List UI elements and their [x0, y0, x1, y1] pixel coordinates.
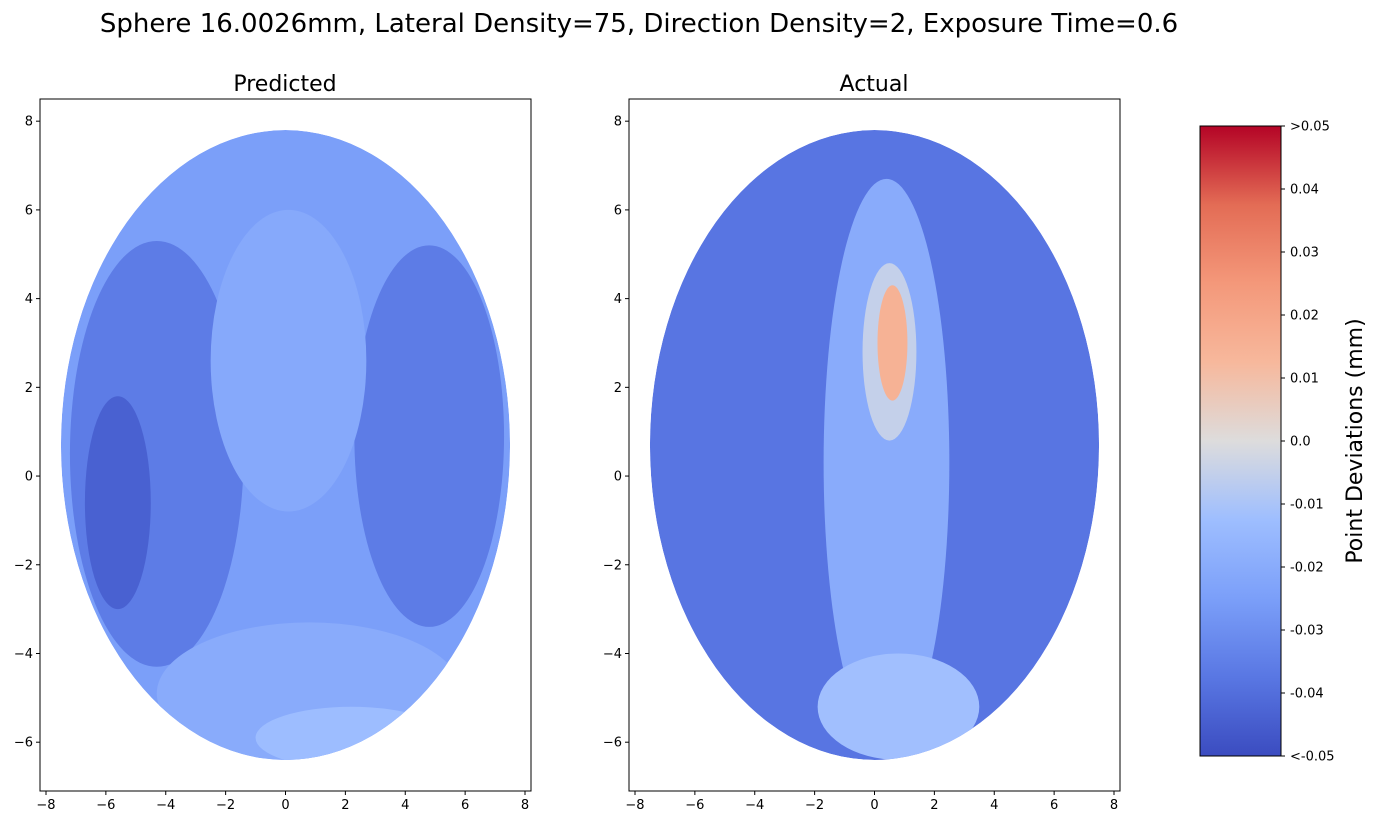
- predicted-x-ticks: −8 −6 −4 −2 0 2 4 6 8: [36, 791, 529, 813]
- actual-point-cloud: [649, 130, 1100, 760]
- predicted-y-tick-label: 8: [25, 115, 33, 130]
- colorbar-tick-label: 0.03: [1290, 246, 1319, 261]
- actual-y-tick-label: −2: [603, 558, 622, 573]
- colorbar-tick-label: >0.05: [1290, 120, 1330, 135]
- predicted-y-ticks: −6 −4 −2 0 2 4 6 8: [14, 115, 40, 751]
- predicted-panel: Predicted −8 −6 −4 −2 0 2 4 6 8 −6 −4 −2 0 2 4 6 8: [14, 72, 532, 813]
- actual-x-tick-label: 8: [1110, 798, 1118, 813]
- colorbar: >0.05 0.04 0.03 0.02 0.01 0.0 -0.01 -0.02 -0.03 -…: [1199, 120, 1368, 765]
- actual-y-ticks: −6 −4 −2 0 2 4 6 8: [603, 115, 629, 751]
- actual-x-tick-label: −2: [805, 798, 824, 813]
- colorbar-tick-label: 0.01: [1290, 372, 1319, 387]
- actual-axes-frame: [628, 98, 1121, 792]
- actual-x-tick-label: 2: [930, 798, 938, 813]
- actual-y-tick-label: 6: [614, 203, 622, 218]
- predicted-y-tick-label: −4: [14, 647, 33, 662]
- actual-x-ticks: −8 −6 −4 −2 0 2 4 6 8: [625, 791, 1118, 813]
- predicted-y-tick-label: 0: [25, 470, 33, 485]
- actual-y-tick-label: 0: [614, 470, 622, 485]
- predicted-x-tick-label: 2: [341, 798, 349, 813]
- predicted-y-tick-label: 4: [25, 292, 33, 307]
- actual-x-tick-label: −4: [745, 798, 764, 813]
- colorbar-tick-label: 0.0: [1290, 435, 1311, 450]
- colorbar-tick-label: <-0.05: [1290, 750, 1335, 765]
- predicted-x-tick-label: 0: [281, 798, 289, 813]
- colorbar-label: Point Deviations (mm): [1343, 318, 1368, 563]
- predicted-y-tick-label: 2: [25, 381, 33, 396]
- actual-y-tick-label: 4: [614, 292, 622, 307]
- colorbar-tick-label: -0.02: [1290, 561, 1324, 576]
- actual-y-tick-label: −4: [603, 647, 622, 662]
- actual-deviation-region: [877, 285, 908, 401]
- actual-x-tick-label: −8: [625, 798, 644, 813]
- predicted-deviation-region: [354, 245, 505, 627]
- actual-y-tick-label: 8: [614, 115, 622, 130]
- colorbar-gradient: [1199, 125, 1282, 757]
- chart-suptitle: Sphere 16.0026mm, Lateral Density=75, Di…: [100, 9, 1178, 39]
- actual-deviation-region: [823, 178, 950, 747]
- predicted-x-tick-label: −2: [216, 798, 235, 813]
- actual-panel: Actual −8 −6 −4 −2 0 2 4 6 8 −6 −4 −2 0 2 4 6 8: [603, 72, 1121, 813]
- actual-x-tick-label: 4: [990, 798, 998, 813]
- predicted-deviation-region: [210, 209, 367, 512]
- predicted-deviation-region: [84, 396, 151, 610]
- predicted-x-tick-label: 4: [401, 798, 409, 813]
- predicted-y-tick-label: −6: [14, 736, 33, 751]
- colorbar-tick-label: -0.01: [1290, 498, 1324, 513]
- predicted-y-tick-label: −2: [14, 558, 33, 573]
- actual-x-tick-label: 6: [1050, 798, 1058, 813]
- predicted-point-cloud: [60, 130, 511, 760]
- actual-title: Actual: [840, 72, 909, 97]
- predicted-x-tick-label: −6: [96, 798, 115, 813]
- actual-plot-area: [649, 130, 1100, 760]
- predicted-x-tick-label: −4: [156, 798, 175, 813]
- actual-y-tick-label: 2: [614, 381, 622, 396]
- actual-deviation-region: [817, 653, 980, 760]
- actual-x-tick-label: −6: [685, 798, 704, 813]
- predicted-x-tick-label: 6: [461, 798, 469, 813]
- predicted-y-tick-label: 6: [25, 203, 33, 218]
- predicted-plot-area: [60, 130, 511, 760]
- predicted-deviation-region: [255, 706, 448, 760]
- predicted-title: Predicted: [233, 72, 336, 97]
- colorbar-tick-label: -0.04: [1290, 687, 1324, 702]
- colorbar-tick-label: 0.02: [1290, 309, 1319, 324]
- colorbar-ticks: >0.05 0.04 0.03 0.02 0.01 0.0 -0.01 -0.02 -0.03 -…: [1281, 120, 1335, 765]
- predicted-axes-frame: [39, 98, 532, 792]
- colorbar-tick-label: -0.03: [1290, 624, 1324, 639]
- actual-x-tick-label: 0: [870, 798, 878, 813]
- actual-y-tick-label: −6: [603, 736, 622, 751]
- predicted-x-tick-label: 8: [521, 798, 529, 813]
- predicted-x-tick-label: −8: [36, 798, 55, 813]
- colorbar-tick-label: 0.04: [1290, 183, 1319, 198]
